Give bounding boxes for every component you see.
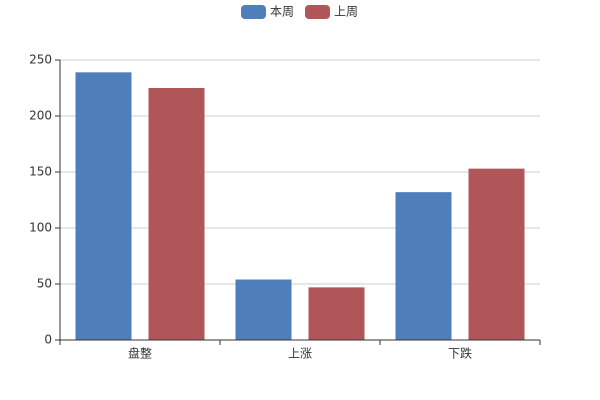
y-tick-label: 150 (29, 165, 52, 179)
bar (235, 279, 292, 340)
y-tick-label: 250 (29, 53, 52, 67)
x-tick-label: 上涨 (288, 346, 312, 361)
y-tick-label: 0 (44, 333, 52, 347)
legend-label: 上周 (334, 5, 358, 19)
legend-swatch (305, 5, 330, 19)
x-tick-label: 盘整 (128, 346, 152, 361)
legend-swatch (241, 5, 266, 19)
bar (395, 192, 452, 340)
bar (308, 287, 365, 340)
y-tick-label: 200 (29, 109, 52, 123)
bar (468, 168, 525, 340)
y-tick-label: 100 (29, 221, 52, 235)
legend-label: 本周 (270, 5, 294, 19)
bar (75, 72, 132, 340)
bar (148, 88, 205, 340)
y-tick-label: 50 (37, 277, 52, 291)
x-tick-label: 下跌 (448, 346, 472, 361)
